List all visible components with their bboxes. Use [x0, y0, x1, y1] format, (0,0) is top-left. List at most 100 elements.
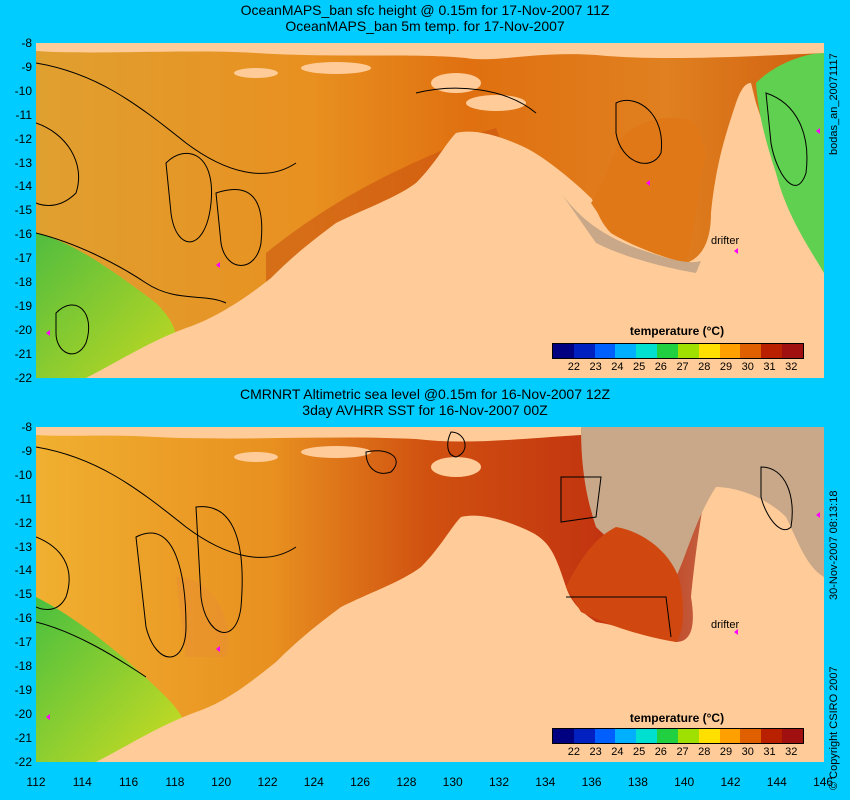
island [301, 446, 371, 458]
lat-tick-label: -13 [14, 539, 32, 554]
cool-water-region [36, 597, 187, 762]
lat-tick-label: -14 [14, 179, 32, 194]
lat-tick-label: -14 [14, 563, 32, 578]
lat-tick-label: -12 [14, 515, 32, 530]
colorbar-swatch [636, 344, 658, 358]
lat-tick-label: -20 [14, 706, 32, 721]
top-title-line1: OceanMAPS_ban sfc height @ 0.15m for 17-… [240, 2, 610, 18]
colorbar-tick-label: 32 [785, 361, 798, 373]
gulf-of-carpentaria [566, 527, 684, 642]
colorbar-tick-label: 32 [785, 746, 798, 758]
colorbar-swatch [761, 729, 783, 743]
lat-tick-label: -17 [14, 251, 32, 266]
colorbar-swatch [782, 344, 803, 358]
colorbar-tick-label: 28 [698, 361, 711, 373]
colorbar-swatch [782, 729, 803, 743]
bottom-map-panel [36, 427, 824, 762]
lon-tick-label: 132 [488, 775, 510, 789]
colorbar-tick-label: 25 [632, 746, 646, 758]
lon-tick-label: 116 [119, 775, 139, 789]
colorbar-swatch [657, 344, 678, 358]
colorbar-tick-label: 28 [698, 746, 711, 758]
lon-tick-label: 136 [581, 775, 602, 789]
colorbar-tick-label: 25 [632, 361, 646, 373]
colorbar-swatch [594, 729, 616, 743]
bottom-title-line1: CMRNRT Altimetric sea level @0.15m for 1… [239, 386, 611, 402]
island [234, 68, 278, 78]
bottom-map-svg [36, 427, 824, 762]
lon-tick-label: 124 [303, 775, 324, 789]
top-map-svg [36, 43, 824, 378]
top-side-label: bodas_an_20071117 [828, 53, 840, 155]
copyright-label: © Copyright CSIRO 2007 [828, 666, 840, 790]
lon-tick-label: 118 [165, 775, 185, 789]
sea-level-contours [36, 62, 808, 355]
coral-sea-cool [756, 53, 824, 273]
no-data-coast [561, 193, 701, 273]
top-colorbar-title: temperature (°C) [629, 324, 725, 338]
lon-tick-label: 134 [535, 775, 556, 789]
colorbar-swatch [677, 729, 699, 743]
indonesia-land [36, 427, 581, 442]
gulf-of-carpentaria [591, 117, 706, 263]
colorbar-tick-label: 27 [676, 746, 689, 758]
indonesia-land [36, 43, 824, 60]
bottom-drifter-label: drifter [711, 619, 740, 631]
lat-tick-label: -22 [14, 754, 32, 769]
colorbar-swatch [761, 344, 783, 358]
colorbar-swatch [594, 344, 616, 358]
lat-tick-label: -9 [21, 443, 32, 458]
lat-tick-label: -16 [14, 611, 32, 626]
lat-tick-label: -12 [14, 131, 32, 146]
island [234, 452, 278, 462]
lat-tick-label: -19 [14, 298, 32, 313]
lat-tick-label: -19 [14, 682, 32, 697]
colorbar-swatch [719, 729, 741, 743]
colorbar-tick-label: 24 [611, 746, 624, 758]
colorbar-tick-label: 26 [654, 361, 667, 373]
colorbar-tick-label: 31 [763, 746, 776, 758]
colorbar-swatch [573, 729, 595, 743]
top-colorbar [552, 343, 804, 359]
lat-tick-label: -17 [14, 635, 32, 650]
colorbar-swatch [657, 729, 678, 743]
lon-tick-label: 122 [257, 775, 278, 789]
colorbar-tick-label: 29 [719, 746, 733, 758]
colorbar-tick-label: 23 [589, 746, 602, 758]
cool-water-region [36, 233, 177, 378]
lon-tick-label: 114 [72, 775, 92, 789]
lat-tick-label: -10 [14, 467, 32, 482]
colorbar-tick-label: 22 [567, 746, 580, 758]
island [301, 62, 371, 74]
colorbar-swatch [740, 344, 762, 358]
lat-tick-label: -20 [14, 322, 32, 337]
colorbar-swatch [553, 729, 574, 743]
colorbar-swatch [636, 729, 658, 743]
lat-tick-label: -21 [14, 346, 32, 361]
lon-tick-label: 126 [350, 775, 371, 789]
lat-tick-label: -21 [14, 730, 32, 745]
lon-tick-label: 112 [26, 775, 46, 789]
lat-tick-label: -11 [15, 491, 32, 506]
colorbar-tick-label: 30 [741, 361, 754, 373]
lon-tick-label: 144 [766, 775, 787, 789]
colorbar-tick-label: 23 [589, 361, 602, 373]
colorbar-swatch [615, 344, 637, 358]
lon-tick-label: 142 [720, 775, 741, 789]
warm-eddy [176, 577, 229, 657]
colorbar-swatch [573, 344, 595, 358]
lon-tick-label: 140 [674, 775, 695, 789]
drifter-markers [46, 128, 820, 336]
colorbar-swatch [740, 729, 762, 743]
lon-tick-label: 130 [442, 775, 463, 789]
colorbar-tick-label: 26 [654, 746, 667, 758]
colorbar-swatch [698, 729, 720, 743]
colorbar-tick-label: 22 [567, 361, 580, 373]
bottom-title-line2: 3day AVHRR SST for 16-Nov-2007 00Z [302, 402, 548, 418]
bottom-colorbar-title: temperature (°C) [629, 711, 725, 725]
lon-tick-label: 120 [211, 775, 232, 789]
drifter-markers [46, 512, 820, 720]
colorbar-tick-label: 29 [719, 361, 733, 373]
colorbar-swatch [553, 344, 574, 358]
colorbar-swatch [698, 344, 720, 358]
